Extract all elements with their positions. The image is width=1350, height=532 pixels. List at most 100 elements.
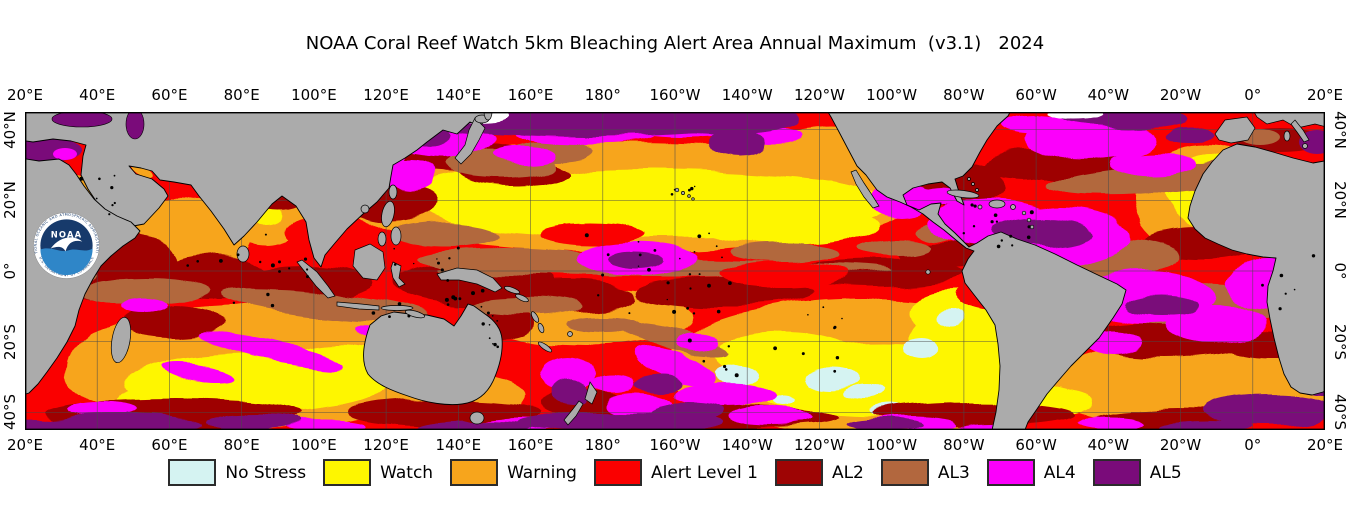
lon-label: 100°W bbox=[866, 86, 918, 104]
lon-label: 0° bbox=[1244, 436, 1262, 454]
land-timor bbox=[404, 309, 426, 319]
lat-label: 40°N bbox=[1331, 110, 1349, 149]
land-africa-west bbox=[1187, 143, 1325, 396]
land-tasmania bbox=[469, 411, 485, 425]
lon-label: 80°E bbox=[223, 436, 260, 454]
land-iberia bbox=[1214, 116, 1256, 144]
land-borneo bbox=[352, 243, 386, 281]
watch-swatch bbox=[323, 459, 372, 486]
land-new-guinea bbox=[436, 267, 503, 293]
lat-label: 20°S bbox=[1331, 323, 1349, 360]
lon-label: 100°E bbox=[291, 86, 337, 104]
al5-swatch bbox=[1092, 459, 1141, 486]
lon-label: 40°E bbox=[79, 86, 116, 104]
land-cuba bbox=[946, 189, 980, 199]
page-title: NOAA Coral Reef Watch 5km Bleaching Aler… bbox=[305, 33, 1045, 54]
land-hispaniola bbox=[988, 199, 1006, 209]
map-border bbox=[25, 112, 1325, 430]
logo-sea bbox=[40, 248, 93, 276]
lon-label: 100°W bbox=[866, 436, 918, 454]
land-japan bbox=[454, 117, 486, 165]
logo-noaa-text: NOAA bbox=[51, 230, 83, 240]
lon-label: 120°W bbox=[793, 436, 845, 454]
legend-label: AL3 bbox=[937, 462, 970, 483]
legend-label: AL5 bbox=[1149, 462, 1182, 483]
legend-item-al1: Alert Level 1 bbox=[593, 459, 758, 486]
lon-label: 160°W bbox=[649, 86, 701, 104]
land-americas bbox=[827, 112, 1127, 430]
land-hainan bbox=[360, 204, 370, 214]
lon-label: 0° bbox=[1244, 86, 1262, 104]
land-taiwan bbox=[388, 184, 398, 200]
land-sakhalin bbox=[483, 112, 493, 121]
lat-label: 20°N bbox=[1, 181, 19, 220]
lon-label: 80°E bbox=[223, 86, 260, 104]
lon-label: 60°E bbox=[151, 86, 188, 104]
land-sardinia bbox=[1283, 130, 1291, 142]
world-bleaching-map bbox=[25, 112, 1325, 430]
lat-label: 40°S bbox=[1, 394, 19, 431]
legend-item-al4: AL4 bbox=[986, 459, 1076, 486]
land-nz-north bbox=[584, 381, 598, 405]
lon-label: 80°W bbox=[943, 86, 985, 104]
legend-label: AL2 bbox=[831, 462, 864, 483]
reef-site-dots bbox=[79, 174, 1316, 378]
lon-label: 20°E bbox=[6, 436, 44, 454]
lon-label: 60°E bbox=[151, 436, 188, 454]
lon-label: 140°E bbox=[435, 436, 482, 454]
land-fiji bbox=[567, 331, 573, 337]
lat-label: 20°S bbox=[1, 323, 19, 360]
ns-swatch bbox=[168, 459, 217, 486]
legend-item-al3: AL3 bbox=[880, 459, 970, 486]
legend-item-warning: Warning bbox=[450, 459, 577, 486]
land-java bbox=[336, 301, 380, 311]
lon-label: 20°E bbox=[1306, 86, 1344, 104]
lat-label: 0° bbox=[1331, 262, 1349, 280]
al2-swatch bbox=[774, 459, 823, 486]
black-sea bbox=[51, 112, 113, 128]
legend-item-al2: AL2 bbox=[774, 459, 864, 486]
lon-label: 180° bbox=[584, 86, 621, 104]
lon-label: 40°W bbox=[1087, 436, 1130, 454]
legend-item-ns: No Stress bbox=[168, 459, 306, 486]
land-madagascar bbox=[110, 316, 132, 364]
land-australia bbox=[363, 303, 503, 406]
lon-label: 40°E bbox=[79, 436, 116, 454]
land-nz-south bbox=[563, 400, 584, 426]
legend-label: Alert Level 1 bbox=[650, 462, 758, 483]
land-sulawesi bbox=[390, 261, 406, 288]
lon-label: 60°W bbox=[1015, 86, 1057, 104]
lon-label: 20°E bbox=[6, 86, 44, 104]
lon-label: 80°W bbox=[943, 436, 985, 454]
al4-swatch bbox=[986, 459, 1035, 486]
land-new-caledonia bbox=[537, 341, 553, 353]
land-baja bbox=[850, 169, 880, 209]
al3-swatch bbox=[880, 459, 929, 486]
lon-label: 40°W bbox=[1087, 86, 1130, 104]
noaa-logo: NATIONAL OCEANIC AND ATMOSPHERIC ADMINIS… bbox=[33, 212, 100, 279]
lon-label: 160°E bbox=[507, 86, 554, 104]
map-svg bbox=[25, 112, 1325, 430]
seagull-icon bbox=[50, 237, 83, 252]
legend-label: Warning bbox=[507, 462, 577, 483]
lon-label: 160°W bbox=[649, 436, 701, 454]
land-puerto-rico bbox=[1010, 204, 1016, 210]
lon-label: 60°W bbox=[1015, 436, 1057, 454]
lat-label: 40°S bbox=[1331, 394, 1349, 431]
lon-label: 120°E bbox=[363, 86, 409, 104]
legend-label: Watch bbox=[380, 462, 434, 483]
land-philippines bbox=[381, 200, 395, 228]
legend: No Stress Watch Warning Alert Level 1 AL2 AL3… bbox=[0, 459, 1350, 486]
lon-label: 20°E bbox=[1306, 436, 1344, 454]
lon-label: 140°E bbox=[435, 86, 482, 104]
lon-label: 140°W bbox=[721, 436, 773, 454]
land-italy bbox=[1290, 119, 1310, 143]
lon-label: 160°E bbox=[507, 436, 554, 454]
lat-label: 0° bbox=[1, 262, 19, 280]
legend-item-watch: Watch bbox=[323, 459, 433, 486]
legend-label: AL4 bbox=[1043, 462, 1076, 483]
legend-item-al5: AL5 bbox=[1092, 459, 1182, 486]
lon-label: 120°E bbox=[363, 436, 409, 454]
caspian-sea bbox=[125, 112, 145, 140]
